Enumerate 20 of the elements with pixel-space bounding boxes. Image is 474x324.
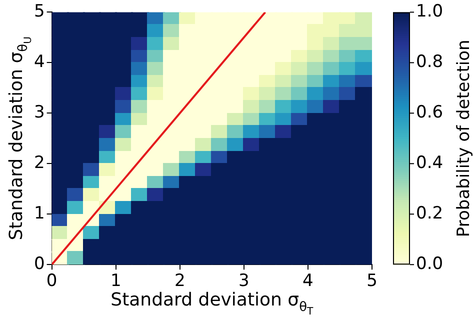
x-tick-label: 0 — [46, 271, 58, 292]
y-tick-label: 4 — [34, 52, 45, 72]
y-tick-label: 2 — [34, 153, 45, 174]
y-tick-label: 3 — [34, 102, 45, 123]
y-tick-label: 0 — [34, 254, 45, 274]
x-tick-label: 2 — [174, 271, 186, 292]
color-bar-label: 0.2 — [416, 204, 444, 224]
y-axis-title: Standard deviation σθU — [6, 36, 34, 240]
x-tick-label: 5 — [366, 271, 378, 292]
color-bar-label: 0.0 — [416, 254, 444, 274]
color-bar-label: 0.8 — [416, 52, 444, 72]
x-tick-label: 3 — [238, 271, 250, 292]
y-tick-label: 1 — [34, 204, 45, 224]
color-bar-title: Probability of detection — [454, 40, 474, 238]
color-bar-label: 0.6 — [416, 102, 444, 123]
color-bar-label: 1.0 — [416, 2, 444, 22]
x-tick-label: 4 — [302, 271, 314, 292]
color-bar-label: 0.4 — [416, 153, 444, 174]
y-tick-label: 5 — [34, 2, 45, 22]
x-tick-label: 1 — [110, 271, 122, 292]
